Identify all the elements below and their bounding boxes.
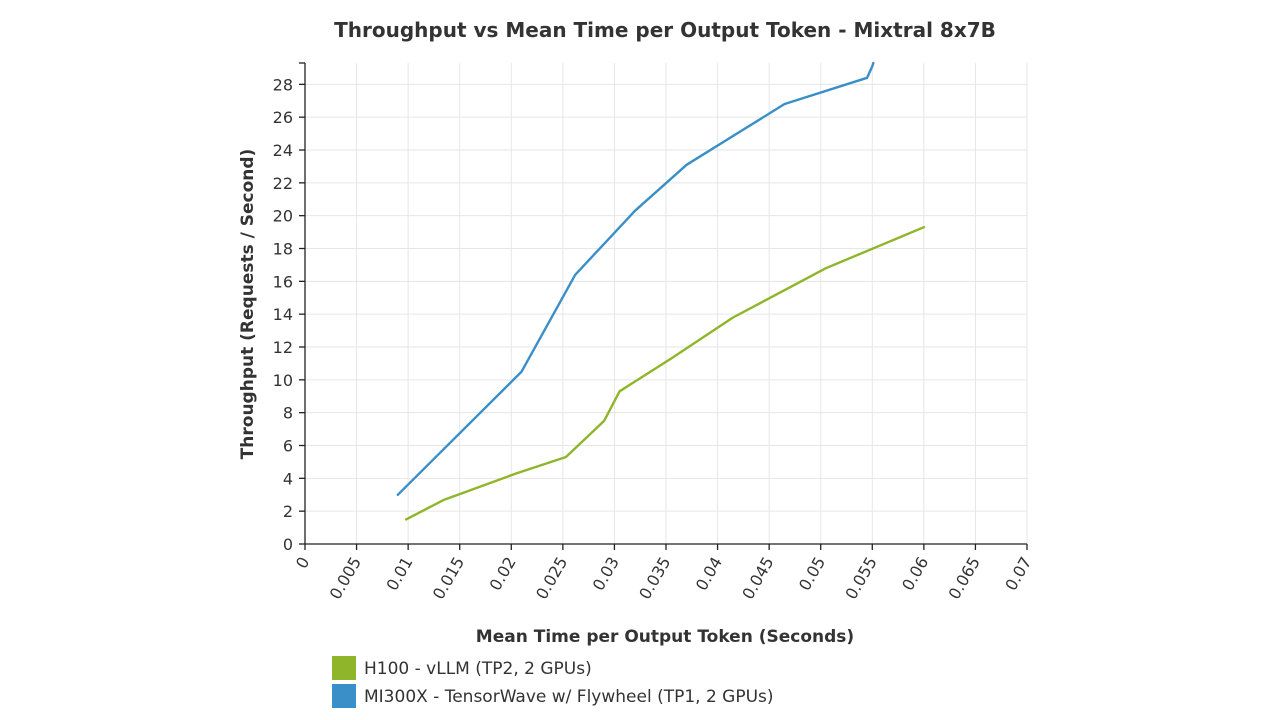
y-tick-label: 16: [273, 272, 293, 291]
x-tick-label: 0.005: [326, 554, 365, 603]
x-tick-label: 0.01: [382, 554, 416, 594]
legend-swatch: [332, 656, 356, 680]
series-lines: [396, 61, 926, 521]
y-tick-label: 6: [283, 437, 293, 456]
grid: [305, 63, 1028, 544]
tick-labels: 0 0.005 0.01 0.015 0.02 0.025 0.03 0.035 0.04 0.0…: [273, 75, 1036, 602]
x-tick-label: 0.045: [738, 554, 777, 603]
x-tick-label: 0.05: [795, 554, 829, 594]
legend: H100 - vLLM (TP2, 2 GPUs) MI300X - Tensor…: [332, 656, 774, 708]
x-axis-label: Mean Time per Output Token (Seconds): [476, 627, 854, 647]
y-tick-label: 28: [273, 75, 293, 94]
y-tick-label: 14: [273, 305, 293, 324]
y-tick-label: 10: [273, 371, 293, 390]
chart-title: Throughput vs Mean Time per Output Token…: [334, 18, 996, 42]
x-tick-label: 0.04: [692, 554, 726, 594]
y-tick-label: 12: [273, 338, 293, 357]
x-tick-label: 0.06: [898, 554, 932, 594]
x-tick-label: 0.03: [589, 554, 623, 594]
x-tick-label: 0.015: [429, 554, 468, 603]
x-tick-label: 0.035: [635, 554, 674, 603]
x-tick-label: 0.02: [485, 554, 519, 594]
axes: [299, 62, 1028, 550]
y-tick-label: 0: [283, 535, 293, 554]
x-tick-label: 0.07: [1001, 554, 1035, 594]
legend-label: H100 - vLLM (TP2, 2 GPUs): [364, 659, 592, 679]
series-line-1: [404, 225, 926, 521]
y-tick-label: 26: [273, 108, 293, 127]
x-tick-label: 0: [292, 554, 314, 572]
y-tick-label: 24: [273, 141, 293, 160]
series-line-2: [396, 61, 875, 496]
y-tick-label: 20: [273, 207, 293, 226]
legend-swatch: [332, 684, 356, 708]
x-tick-label: 0.055: [841, 554, 880, 603]
x-tick-label: 0.065: [945, 554, 984, 603]
y-tick-label: 18: [273, 240, 293, 259]
y-tick-label: 2: [283, 502, 293, 521]
legend-label: MI300X - TensorWave w/ Flywheel (TP1, 2 …: [364, 687, 774, 707]
y-tick-label: 8: [283, 404, 293, 423]
x-tick-label: 0.025: [532, 554, 571, 603]
y-axis-label: Throughput (Requests / Second): [238, 149, 258, 460]
y-tick-label: 22: [273, 174, 293, 193]
y-tick-label: 4: [283, 469, 293, 488]
